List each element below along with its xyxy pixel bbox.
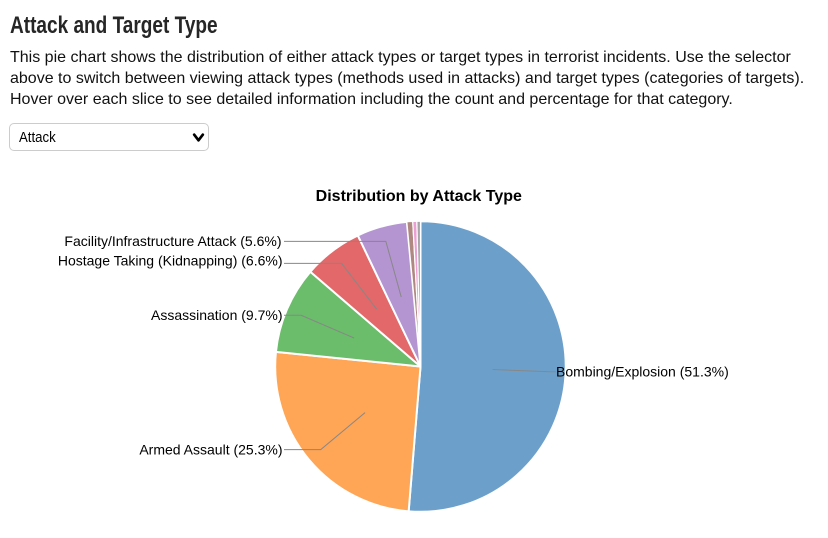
svg-text:Hostage Taking (Kidnapping) (6: Hostage Taking (Kidnapping) (6.6%) <box>58 253 283 269</box>
svg-text:Distribution by Attack Type: Distribution by Attack Type <box>316 188 522 205</box>
svg-text:Assassination (9.7%): Assassination (9.7%) <box>151 307 283 323</box>
svg-text:Facility/Infrastructure Attack: Facility/Infrastructure Attack (5.6%) <box>64 233 281 249</box>
svg-text:Armed Assault (25.3%): Armed Assault (25.3%) <box>139 442 282 458</box>
svg-text:Bombing/Explosion (51.3%): Bombing/Explosion (51.3%) <box>556 364 729 380</box>
